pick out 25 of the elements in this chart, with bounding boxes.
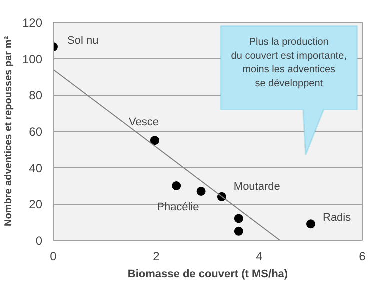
y-tick-label: 40 [29,161,43,176]
point [172,182,182,190]
point [234,214,244,224]
x-tick-label: 0 [50,250,58,264]
y-tick-label: 120 [22,16,43,30]
x-tick-label: 2 [153,250,160,264]
y-axis-title: Nombre adventices et repousses par m² [3,36,14,227]
y-tick-label: 80 [29,88,43,103]
annotation: Phacélie [157,201,200,214]
annotation: Radis [323,212,352,224]
point [306,220,316,229]
y-tick-label: 100 [22,52,43,66]
point [196,186,206,196]
y-tick-label: 0 [36,234,43,248]
y-tick-label: 20 [29,198,43,212]
annotation: Plus la production du couvert est importante, moins les adventices se développent [231,37,347,90]
annotation: Sol nu [68,35,99,48]
point [150,136,160,146]
x-tick-label: 6 [359,250,366,264]
annotation: Vesce [128,116,159,129]
point [234,226,244,236]
y-tick-label: 60 [29,125,43,139]
x-tick-label: 4 [256,250,264,264]
x-axis-title: Biomasse de couvert (t MS/ha) [128,268,288,280]
annotation: Moutarde [234,180,280,193]
